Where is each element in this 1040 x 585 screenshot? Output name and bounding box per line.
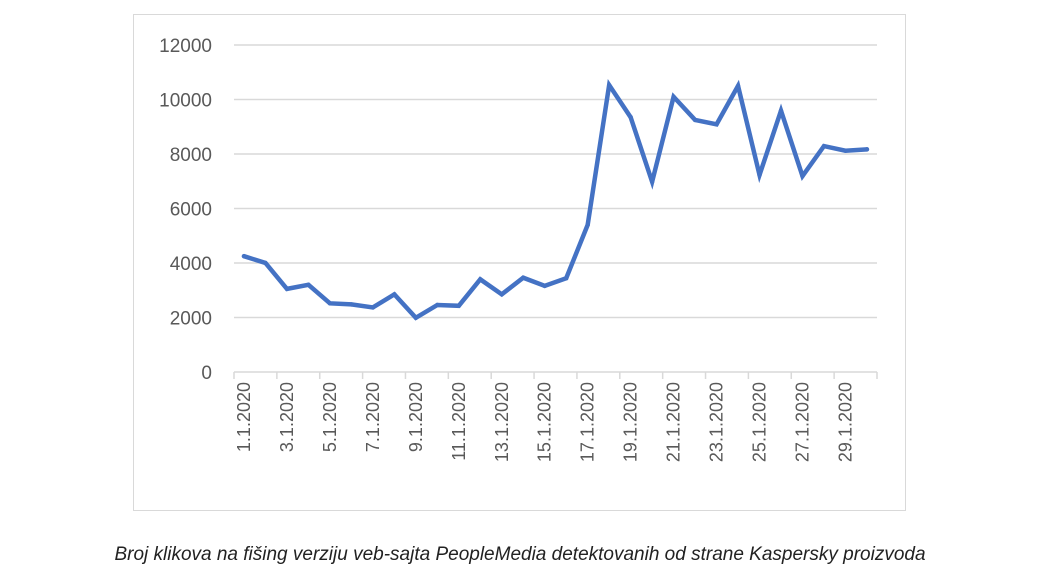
data-point: [864, 147, 870, 152]
data-point: [542, 283, 547, 289]
data-point: [478, 277, 483, 282]
data-point: [564, 276, 569, 281]
x-tick-label: 5.1.2020: [320, 382, 340, 452]
data-point: [306, 282, 311, 287]
x-tick-label: 23.1.2020: [707, 382, 727, 462]
data-point: [692, 117, 698, 123]
data-point: [499, 292, 504, 297]
x-tick-label: 29.1.2020: [835, 382, 855, 462]
x-tick-label: 25.1.2020: [750, 382, 770, 462]
data-point: [349, 302, 354, 307]
data-point: [413, 315, 419, 320]
y-tick-label: 2000: [170, 309, 212, 330]
data-point: [327, 301, 333, 306]
y-tick-label: 12000: [159, 36, 212, 57]
data-point: [628, 115, 633, 120]
data-point: [821, 143, 827, 149]
y-tick-label: 10000: [159, 91, 212, 112]
y-tick-label: 6000: [170, 200, 212, 221]
x-tick-label: 1.1.2020: [234, 382, 254, 452]
x-tick-label: 7.1.2020: [363, 382, 383, 452]
x-tick-label: 13.1.2020: [492, 382, 512, 462]
data-point: [392, 292, 397, 297]
series-line: [241, 78, 870, 321]
line-chart: 0 2000 4000 6000 8000 10000 12000 1.1.2020 3.1.2…: [159, 36, 878, 462]
x-tick-label: 19.1.2020: [621, 382, 641, 462]
x-tick-label: 27.1.2020: [792, 382, 812, 462]
data-point: [435, 302, 440, 308]
data-point: [521, 275, 526, 280]
data-point: [843, 148, 848, 153]
data-point: [800, 173, 805, 179]
y-tick-label: 4000: [170, 254, 212, 275]
x-tick-label: 15.1.2020: [535, 382, 555, 462]
data-point: [714, 122, 719, 127]
data-point: [649, 179, 655, 184]
y-tick-label: 8000: [170, 145, 212, 166]
data-point: [778, 108, 784, 113]
data-point: [606, 82, 612, 88]
data-point: [757, 172, 762, 178]
data-point: [671, 94, 676, 99]
y-tick-label: 0: [201, 363, 212, 384]
x-tick-label: 3.1.2020: [277, 382, 297, 452]
x-tick-label: 17.1.2020: [578, 382, 598, 462]
x-tick-label: 21.1.2020: [664, 382, 684, 462]
data-point: [284, 286, 290, 292]
data-point: [456, 303, 461, 308]
x-tick-label: 11.1.2020: [449, 382, 469, 461]
figure-caption: Broj klikova na fišing verziju veb-sajta…: [114, 544, 926, 565]
data-point: [585, 222, 590, 228]
data-point: [735, 83, 741, 89]
chart-frame: [133, 14, 906, 511]
data-point: [370, 305, 376, 310]
data-point: [241, 253, 247, 259]
x-tick-label: 9.1.2020: [406, 382, 426, 452]
data-point: [263, 260, 268, 266]
